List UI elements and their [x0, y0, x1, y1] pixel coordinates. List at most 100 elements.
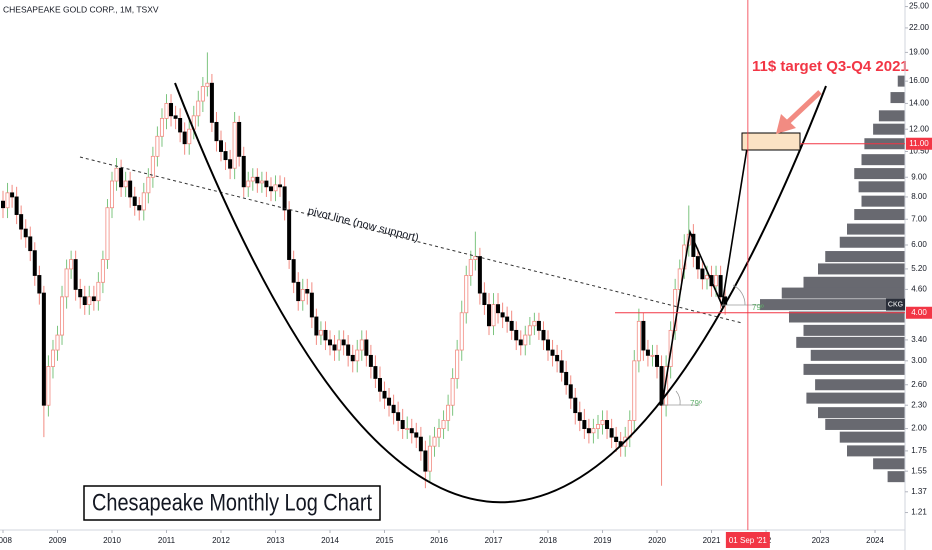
candle-body	[237, 121, 242, 157]
volume-profile-bar	[818, 263, 905, 275]
candle-body	[28, 236, 33, 252]
angle-arc	[662, 390, 700, 406]
candle-body	[677, 268, 682, 290]
candle-body	[69, 259, 74, 270]
candle-body	[119, 167, 124, 188]
candle-body	[296, 281, 301, 302]
candle-body	[309, 292, 314, 318]
candle-body	[273, 184, 278, 192]
candle-body	[41, 292, 46, 406]
x-tick-label: 2008	[0, 536, 12, 545]
candle-body	[400, 420, 405, 429]
candle-body	[496, 304, 501, 314]
candle-body	[514, 329, 519, 341]
candle-body	[341, 339, 346, 346]
candle-body	[214, 121, 219, 142]
y-tick-label: 9.00	[911, 172, 927, 181]
y-tick-label: 1.37	[911, 487, 927, 496]
candle-body	[509, 320, 514, 331]
candle-body	[387, 397, 392, 406]
candle-body	[582, 420, 587, 429]
candle-body	[405, 428, 410, 430]
candle-body	[423, 450, 428, 472]
y-tick-label: 12.00	[909, 124, 930, 133]
candle-body	[350, 354, 355, 362]
candle-body	[455, 349, 460, 379]
candle-body	[409, 428, 414, 434]
candle-body	[19, 214, 24, 230]
last-price-tag	[886, 298, 905, 311]
candle-body	[459, 312, 464, 351]
candle-body	[346, 344, 351, 356]
volume-profile-bar	[897, 75, 905, 87]
y-tick-label: 2.30	[911, 400, 927, 409]
candle-body	[87, 296, 92, 306]
date-marker-tag	[725, 532, 770, 548]
candle-body	[291, 259, 296, 283]
volume-profile-bar	[873, 123, 905, 135]
candle-body	[636, 320, 641, 362]
x-tick-label: 2018	[539, 536, 557, 545]
candle-body	[209, 82, 214, 123]
volume-profile-bar	[803, 363, 905, 375]
x-tick-label: 2011	[158, 536, 176, 545]
candle-body	[446, 404, 451, 421]
last-price-label: CKG	[888, 301, 903, 308]
candle-body	[464, 275, 469, 314]
candle-body	[110, 180, 115, 209]
x-tick-label: 2016	[430, 536, 448, 545]
volume-profile-bar	[873, 458, 905, 470]
heading: Chesapeake Monthly Log Chart	[92, 489, 372, 516]
candle-body	[146, 176, 151, 194]
candle-body	[10, 192, 15, 198]
candle-body	[704, 275, 709, 280]
y-tick-label: 1.75	[911, 446, 927, 455]
x-tick-label: 2014	[321, 536, 339, 545]
angle-label: 79º	[752, 303, 764, 312]
candle-body	[314, 316, 319, 336]
candle-body	[259, 180, 264, 184]
candle-body	[614, 436, 619, 443]
candle-body	[437, 428, 442, 438]
y-tick-label: 10.50	[909, 147, 930, 156]
candle-body	[60, 296, 65, 336]
candle-body	[32, 250, 37, 276]
candle-body	[591, 428, 596, 434]
candle-body	[268, 186, 273, 192]
candle-body	[659, 366, 664, 406]
candle-body	[223, 151, 228, 161]
candle-body	[241, 155, 246, 188]
candle-body	[441, 420, 446, 429]
candle-body	[137, 205, 142, 211]
candle-body	[287, 209, 292, 260]
x-tick-label: 2009	[49, 536, 67, 545]
price-line-tag	[906, 137, 932, 150]
volume-profile-bar	[861, 195, 905, 207]
candle-body	[300, 289, 305, 302]
candle-body	[418, 436, 423, 452]
y-tick-label: 8.00	[911, 192, 927, 201]
y-tick-label: 6.00	[911, 240, 927, 249]
candle-body	[55, 334, 60, 351]
candle-body	[373, 366, 378, 379]
price-line-tag	[906, 306, 932, 319]
candle-body	[355, 349, 360, 362]
candle-body	[50, 349, 55, 367]
candle-body	[555, 354, 560, 362]
angle-label: 79º	[690, 399, 702, 408]
x-tick-label: 2015	[376, 536, 394, 545]
candle-body	[282, 186, 287, 211]
candle-body	[155, 135, 160, 157]
volume-profile-bar	[796, 336, 905, 348]
candle-body	[359, 339, 364, 351]
candle-body	[564, 371, 569, 386]
volume-profile-bar	[854, 168, 905, 180]
candle-body	[73, 259, 78, 290]
y-tick-label: 3.40	[911, 335, 927, 344]
candle-body	[568, 384, 573, 399]
x-tick-label: 2012	[212, 536, 230, 545]
candle-body	[164, 103, 169, 119]
candle-body	[468, 259, 473, 276]
